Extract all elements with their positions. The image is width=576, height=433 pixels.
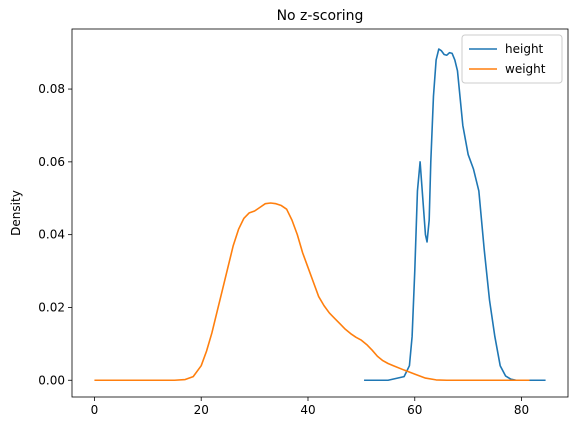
chart-title: No z-scoring <box>277 8 364 24</box>
x-axis: 0 20 40 60 80 <box>91 397 529 417</box>
legend-label-height: height <box>505 42 544 56</box>
y-axis-label: Density <box>9 190 23 236</box>
x-tick-label: 0 <box>91 403 99 417</box>
x-tick-label: 60 <box>407 403 422 417</box>
legend: height weight <box>461 34 563 84</box>
plot-frame <box>71 28 569 398</box>
legend-box <box>461 34 563 84</box>
y-tick-label: 0.04 <box>38 228 65 242</box>
y-axis: 0.00 0.02 0.04 0.06 0.08 <box>38 82 72 387</box>
x-tick-label: 40 <box>300 403 315 417</box>
series-line-weight <box>94 202 530 382</box>
y-tick-label: 0.08 <box>38 82 65 96</box>
y-tick-label: 0.00 <box>38 373 65 387</box>
series-line-height <box>364 48 546 382</box>
y-tick-label: 0.02 <box>38 300 65 314</box>
legend-label-weight: weight <box>505 62 546 76</box>
y-tick-label: 0.06 <box>38 155 65 169</box>
x-tick-label: 80 <box>514 403 529 417</box>
plot-lines <box>94 48 546 382</box>
x-tick-label: 20 <box>194 403 209 417</box>
